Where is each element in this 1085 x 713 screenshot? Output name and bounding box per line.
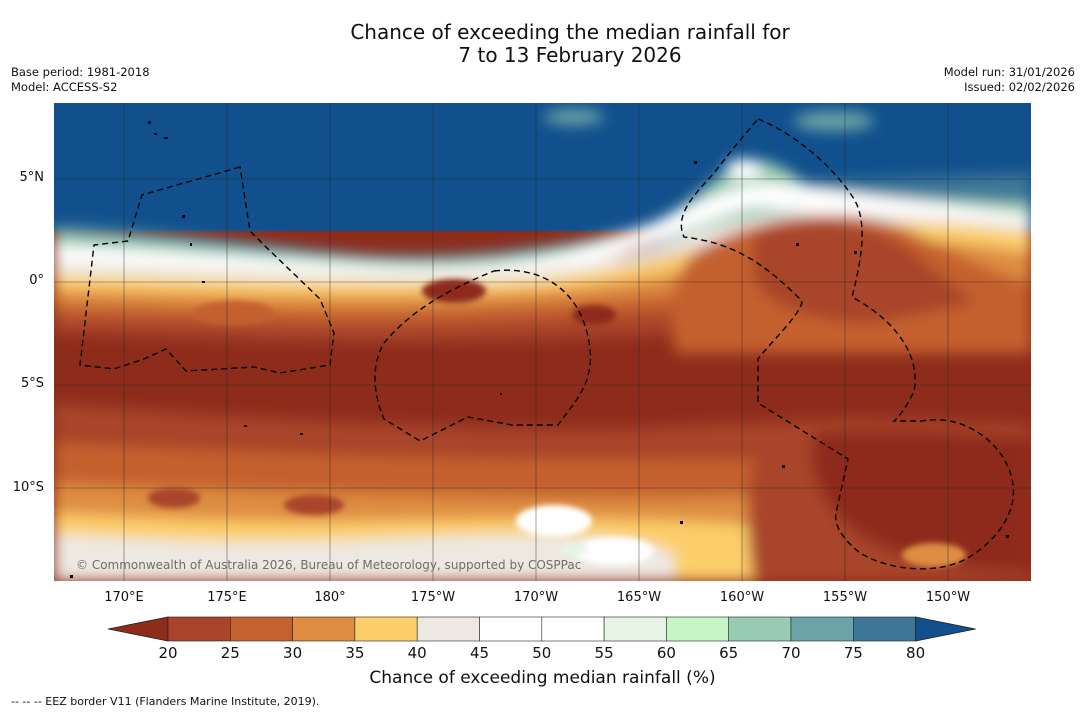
colorbar-tick-label: 70 <box>781 644 801 662</box>
map-panel[interactable] <box>54 103 1031 581</box>
lon-label-175e: 175°E <box>207 590 247 605</box>
eez-borders <box>79 118 1015 570</box>
lon-label-170w: 170°W <box>513 590 559 605</box>
colorbar-extend-low <box>108 616 169 642</box>
colorbar-tick-label: 25 <box>220 644 240 662</box>
colorbar-tick-label: 20 <box>158 644 178 662</box>
colorbar-tick-label: 60 <box>656 644 676 662</box>
colorbar-segment <box>354 616 418 642</box>
title-line-2: 7 to 13 February 2026 <box>458 43 682 67</box>
colorbar-tick-label: 65 <box>719 644 739 662</box>
colorbar-segment <box>728 616 792 642</box>
lon-label-160w: 160°W <box>719 590 765 605</box>
issued-date: Issued: 02/02/2026 <box>964 80 1075 94</box>
colorbar-segment <box>852 616 916 642</box>
colorbar-segment <box>666 616 730 642</box>
colorbar <box>108 616 976 642</box>
colorbar-segment <box>230 616 293 642</box>
eez-legend-note: -- -- -- EEZ border V11 (Flanders Marine… <box>11 695 320 708</box>
map-title: Chance of exceeding the median rainfall … <box>0 21 1085 67</box>
colorbar-segment <box>479 616 543 642</box>
copyright-notice: © Commonwealth of Australia 2026, Bureau… <box>76 558 582 572</box>
colorbar-segment <box>292 616 356 642</box>
colorbar-tick-label: 40 <box>407 644 427 662</box>
model-run: Model run: 31/01/2026 <box>943 65 1075 79</box>
base-period: Base period: 1981-2018 <box>11 65 150 79</box>
rainfall-detail <box>148 279 966 567</box>
colorbar-segment <box>790 616 854 642</box>
colorbar-tick-label: 35 <box>345 644 365 662</box>
colorbar-tick-label: 80 <box>906 644 926 662</box>
colorbar-segment <box>167 616 231 642</box>
lon-label-155w: 155°W <box>822 590 868 605</box>
lat-label-5n: 5°N <box>19 170 45 185</box>
lon-label-170e: 170°E <box>104 590 144 605</box>
meta-left: Base period: 1981-2018 Model: ACCESS-S2 <box>11 65 150 95</box>
colorbar-tick-label: 55 <box>594 644 614 662</box>
colorbar-tick-label: 75 <box>843 644 863 662</box>
lon-label-175w: 175°W <box>410 590 456 605</box>
islands <box>70 121 1009 578</box>
colorbar-segment <box>603 616 667 642</box>
model-name: Model: ACCESS-S2 <box>11 80 118 94</box>
lat-label-0: 0° <box>29 273 44 288</box>
colorbar-tick-label: 30 <box>283 644 303 662</box>
colorbar-segment <box>541 616 605 642</box>
colorbar-tick-label: 50 <box>532 644 552 662</box>
map-gridlines <box>54 103 1031 581</box>
lon-label-150w: 150°W <box>925 590 971 605</box>
colorbar-extend-high <box>915 616 976 642</box>
colorbar-tick-label: 45 <box>469 644 490 662</box>
lon-label-180: 180° <box>314 590 346 605</box>
meta-right: Model run: 31/01/2026 Issued: 02/02/2026 <box>944 65 1075 95</box>
colorbar-segment <box>416 616 480 642</box>
lon-label-165w: 165°W <box>616 590 662 605</box>
lat-label-5s: 5°S <box>20 376 44 391</box>
lat-label-10s: 10°S <box>12 480 44 495</box>
colorbar-title: Chance of exceeding median rainfall (%) <box>369 668 716 688</box>
title-line-1: Chance of exceeding the median rainfall … <box>350 20 790 44</box>
rainfall-map <box>54 103 1031 581</box>
